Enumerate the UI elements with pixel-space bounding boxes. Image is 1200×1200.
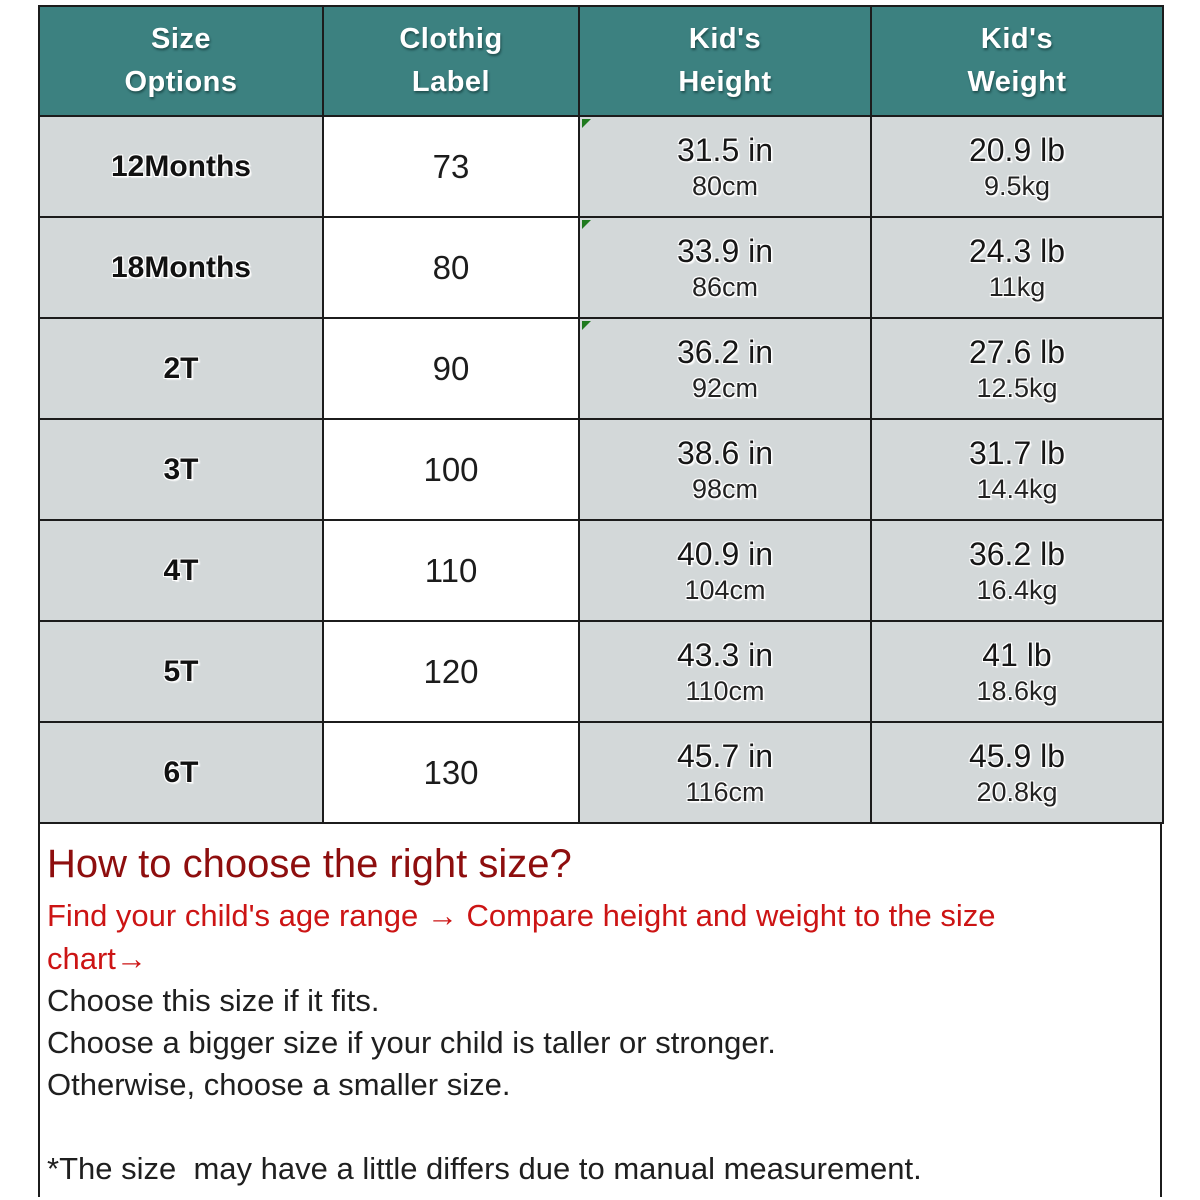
- size-cell: 6T: [38, 721, 324, 824]
- table-row: 12Months 73 31.5 in 80cm 20.9 lb 9.5kg: [38, 115, 1164, 218]
- header-line: Height: [678, 66, 772, 98]
- excel-error-marker-icon: [582, 220, 591, 229]
- weight-cell: 36.2 lb 16.4kg: [870, 519, 1164, 622]
- header-kids-height: Kid's Height: [578, 5, 872, 117]
- weight-kg: 16.4kg: [976, 575, 1058, 605]
- size-chart-sheet: Size Options Clothig Label Kid's Height …: [38, 5, 1164, 1200]
- header-line: Size: [150, 22, 212, 55]
- weight-lb: 36.2 lb: [968, 536, 1066, 572]
- header-line: Weight: [967, 66, 1067, 98]
- height-cm: 110cm: [685, 676, 765, 706]
- guide-tip-2: Choose a bigger size if your child is ta…: [47, 1025, 776, 1060]
- weight-kg: 11kg: [988, 272, 1046, 302]
- height-cm: 116cm: [685, 777, 765, 807]
- header-line: Options: [124, 66, 238, 98]
- weight-cell: 31.7 lb 14.4kg: [870, 418, 1164, 521]
- label-cell: 110: [322, 519, 580, 622]
- guide-tip-3: Otherwise, choose a smaller size.: [47, 1067, 511, 1102]
- weight-lb: 41 lb: [982, 637, 1052, 673]
- guide-tip-1: Choose this size if it fits.: [47, 983, 380, 1018]
- height-cell: 38.6 in 98cm: [578, 418, 872, 521]
- table-row: 4T 110 40.9 in 104cm 36.2 lb 16.4kg: [38, 519, 1164, 622]
- header-line: Clothig: [399, 22, 503, 55]
- weight-kg: 18.6kg: [976, 676, 1058, 706]
- size-cell: 2T: [38, 317, 324, 420]
- weight-kg: 14.4kg: [976, 474, 1058, 504]
- guide-heading: How to choose the right size?: [47, 842, 572, 886]
- guide-instruction-line2: chart→: [47, 941, 147, 976]
- weight-lb: 45.9 lb: [968, 738, 1066, 774]
- excel-error-marker-icon: [582, 321, 591, 330]
- height-cell: 40.9 in 104cm: [578, 519, 872, 622]
- weight-cell: 45.9 lb 20.8kg: [870, 721, 1164, 824]
- weight-kg: 12.5kg: [976, 373, 1058, 403]
- height-cell: 36.2 in 92cm: [578, 317, 872, 420]
- height-cm: 86cm: [691, 272, 759, 302]
- weight-kg: 20.8kg: [976, 777, 1058, 807]
- label-cell: 120: [322, 620, 580, 723]
- excel-error-marker-icon: [582, 119, 591, 128]
- guide-instruction-line1: Find your child's age range → Compare he…: [47, 898, 996, 933]
- weight-lb: 31.7 lb: [968, 435, 1066, 471]
- height-in: 38.6 in: [676, 435, 774, 471]
- size-cell: 4T: [38, 519, 324, 622]
- table-row: 3T 100 38.6 in 98cm 31.7 lb 14.4kg: [38, 418, 1164, 521]
- height-in: 40.9 in: [676, 536, 774, 572]
- weight-cell: 41 lb 18.6kg: [870, 620, 1164, 723]
- height-in: 31.5 in: [676, 132, 774, 168]
- weight-kg: 9.5kg: [983, 171, 1051, 201]
- label-cell: 90: [322, 317, 580, 420]
- header-line: Kid's: [688, 22, 762, 55]
- height-in: 45.7 in: [676, 738, 774, 774]
- height-cm: 92cm: [691, 373, 759, 403]
- label-cell: 73: [322, 115, 580, 218]
- weight-cell: 27.6 lb 12.5kg: [870, 317, 1164, 420]
- weight-lb: 27.6 lb: [968, 334, 1066, 370]
- weight-cell: 24.3 lb 11kg: [870, 216, 1164, 319]
- label-cell: 100: [322, 418, 580, 521]
- table-row: 2T 90 36.2 in 92cm 27.6 lb 12.5kg: [38, 317, 1164, 420]
- height-cell: 33.9 in 86cm: [578, 216, 872, 319]
- weight-cell: 20.9 lb 9.5kg: [870, 115, 1164, 218]
- height-in: 43.3 in: [676, 637, 774, 673]
- label-cell: 80: [322, 216, 580, 319]
- label-cell: 130: [322, 721, 580, 824]
- header-kids-weight: Kid's Weight: [870, 5, 1164, 117]
- kids-size-table: Size Options Clothig Label Kid's Height …: [38, 5, 1164, 824]
- height-cell: 31.5 in 80cm: [578, 115, 872, 218]
- table-row: 5T 120 43.3 in 110cm 41 lb 18.6kg: [38, 620, 1164, 723]
- sizing-guide-section: How to choose the right size? Find your …: [38, 824, 1162, 1197]
- size-cell: 3T: [38, 418, 324, 521]
- height-cell: 43.3 in 110cm: [578, 620, 872, 723]
- height-cm: 104cm: [684, 575, 766, 605]
- header-row: Size Options Clothig Label Kid's Height …: [38, 5, 1164, 117]
- size-cell: 12Months: [38, 115, 324, 218]
- measurement-disclaimer: *The size may have a little differs due …: [47, 1151, 922, 1186]
- height-cm: 98cm: [691, 474, 759, 504]
- height-cell: 45.7 in 116cm: [578, 721, 872, 824]
- header-size-options: Size Options: [38, 5, 324, 117]
- height-cm: 80cm: [691, 171, 759, 201]
- height-in: 33.9 in: [676, 233, 774, 269]
- header-clothing-label: Clothig Label: [322, 5, 580, 117]
- size-cell: 18Months: [38, 216, 324, 319]
- height-in: 36.2 in: [676, 334, 774, 370]
- header-line: Label: [411, 66, 491, 98]
- table-row: 6T 130 45.7 in 116cm 45.9 lb 20.8kg: [38, 721, 1164, 824]
- header-line: Kid's: [980, 22, 1054, 55]
- weight-lb: 20.9 lb: [968, 132, 1066, 168]
- table-row: 18Months 80 33.9 in 86cm 24.3 lb 11kg: [38, 216, 1164, 319]
- size-cell: 5T: [38, 620, 324, 723]
- weight-lb: 24.3 lb: [968, 233, 1066, 269]
